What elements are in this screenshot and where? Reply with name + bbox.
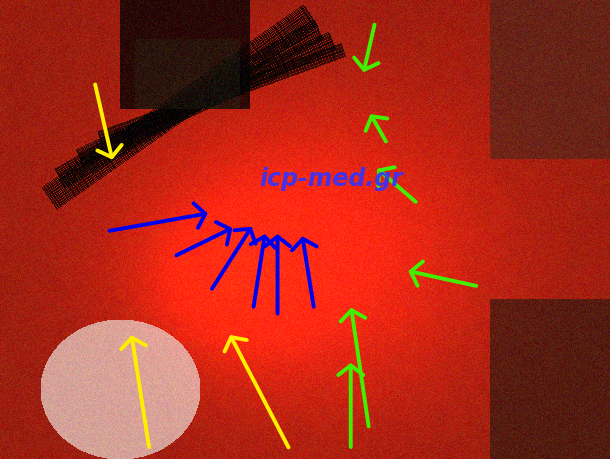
- Text: icp-med.gr: icp-med.gr: [259, 167, 403, 191]
